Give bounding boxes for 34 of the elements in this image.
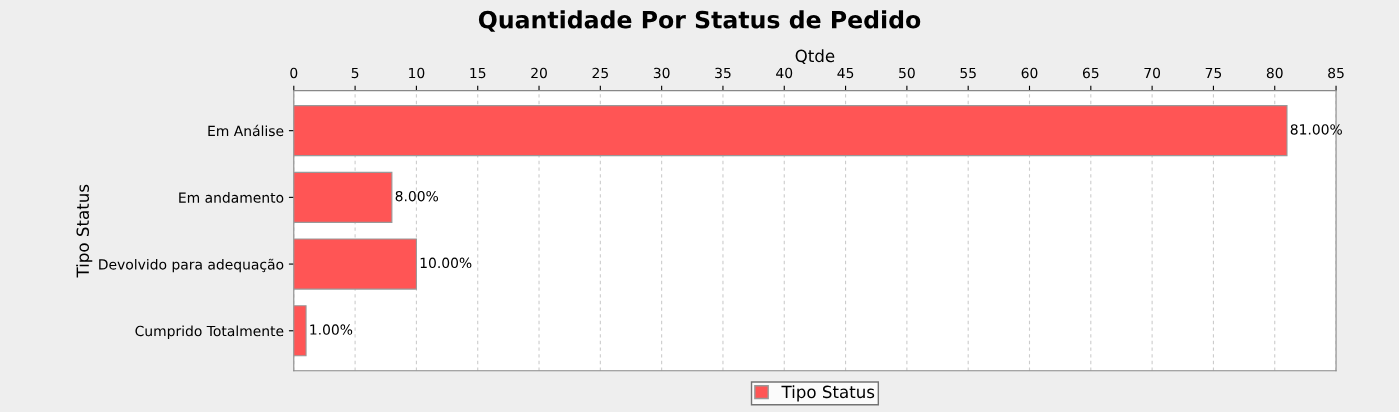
data-label: 81.00% — [1290, 124, 1342, 135]
x-tick-label: 60 — [1021, 67, 1038, 79]
chart-title: Quantidade Por Status de Pedido — [478, 10, 921, 32]
x-tick-label: 75 — [1205, 67, 1222, 79]
x-tick-label: 5 — [351, 67, 359, 79]
x-tick-label: 35 — [715, 67, 731, 79]
x-tick-label: 55 — [960, 67, 976, 79]
x-tick-label: 20 — [531, 67, 547, 79]
data-label: 1.00% — [310, 324, 353, 335]
data-label: 8.00% — [395, 190, 439, 202]
x-tick-label: 65 — [1082, 67, 1099, 79]
x-tick-label: 25 — [592, 67, 608, 79]
x-tick-label: 10 — [409, 67, 425, 79]
bar — [293, 238, 417, 290]
y-axis-title: Tipo Status — [76, 184, 93, 278]
x-tick-label: 30 — [653, 67, 670, 79]
bar — [293, 171, 393, 223]
x-tick-label: 80 — [1266, 67, 1283, 79]
x-tick-label: 70 — [1144, 67, 1161, 79]
y-tick-label: Em andamento — [179, 192, 284, 203]
x-tick-label: 50 — [899, 67, 915, 79]
y-tick-label: Em Análise — [208, 124, 284, 137]
x-tick-label: 40 — [776, 67, 793, 79]
legend-label: Tipo Status — [781, 385, 875, 402]
bar — [293, 305, 307, 357]
x-axis-title: Qtde — [795, 49, 835, 65]
x-tick-label: 0 — [290, 67, 298, 79]
y-tick-label: Cumprido Totalmente — [135, 325, 284, 339]
x-tick-label: 85 — [1328, 67, 1344, 79]
bar — [293, 105, 1288, 157]
x-tick-label: 45 — [837, 67, 854, 79]
x-tick-label: 15 — [470, 67, 486, 79]
data-label: 10.00% — [420, 257, 472, 269]
y-tick-label: Devolvido para adequação — [99, 258, 284, 273]
